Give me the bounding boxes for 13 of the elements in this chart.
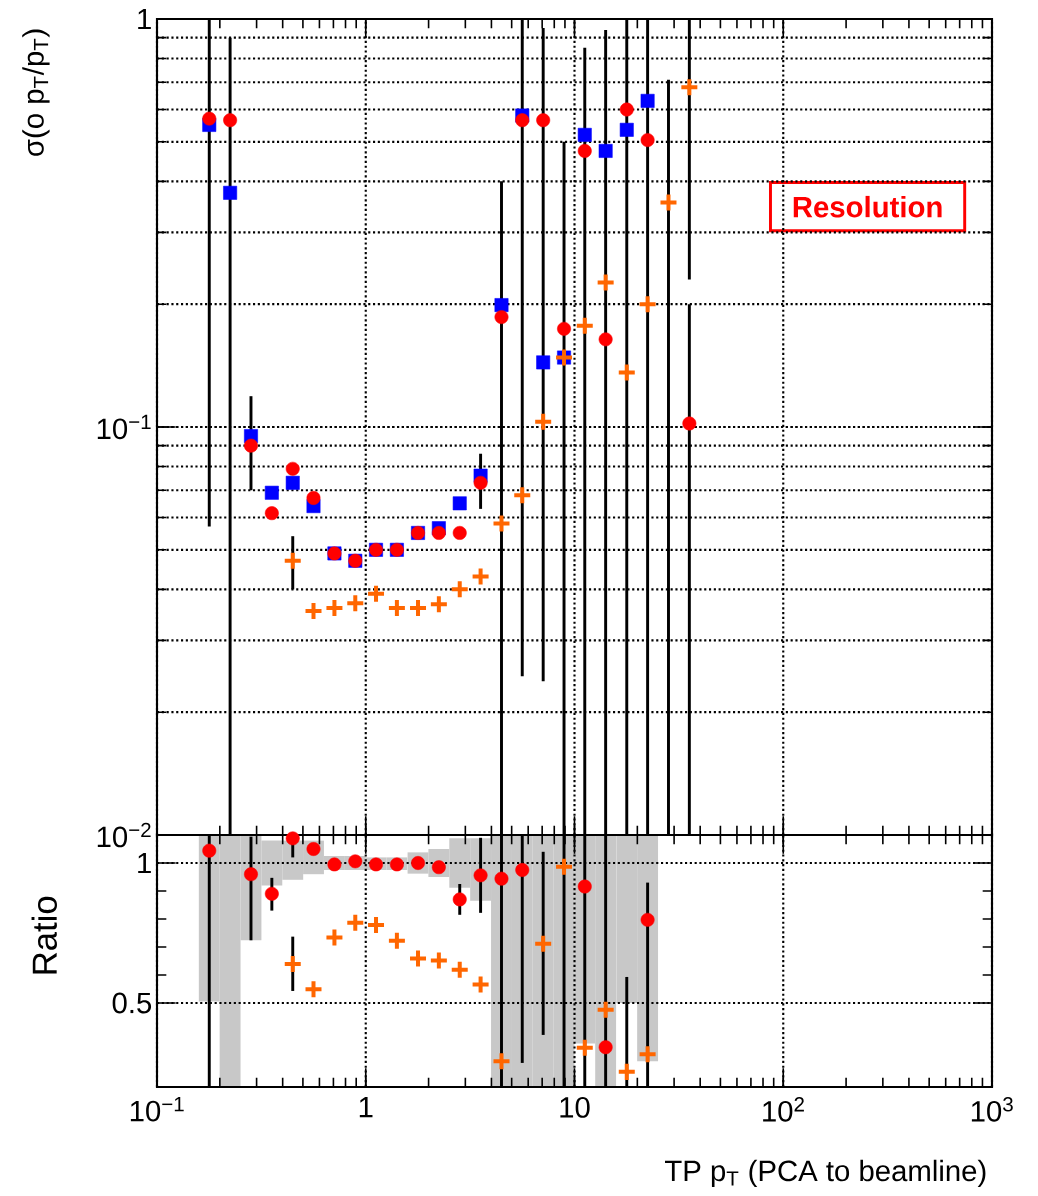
y-tick-label: 1 [138, 8, 151, 30]
x-tick-label: 1 [359, 1097, 373, 1118]
y-tick-label: 0.5 [112, 992, 152, 1014]
x-tick-label: 10$^{2}$ [763, 1097, 804, 1122]
y-axis-title: σ(o p$_{T}$/p$_{T}$) [22, 29, 50, 156]
x-axis-title: TP p$_{T}$ (PCA to beamline) [665, 1159, 986, 1188]
x-tick-label: 10$^{3}$ [971, 1097, 1013, 1122]
y-axis-title: Ratio [31, 896, 57, 974]
annotation: Resolution [793, 195, 942, 218]
x-tick-label: 10 [560, 1097, 590, 1118]
y-tick-label: 10$^{−2}$ [97, 822, 151, 848]
y-tick-label: 10$^{−1}$ [97, 414, 151, 440]
y-tick-label: 1 [138, 852, 151, 874]
